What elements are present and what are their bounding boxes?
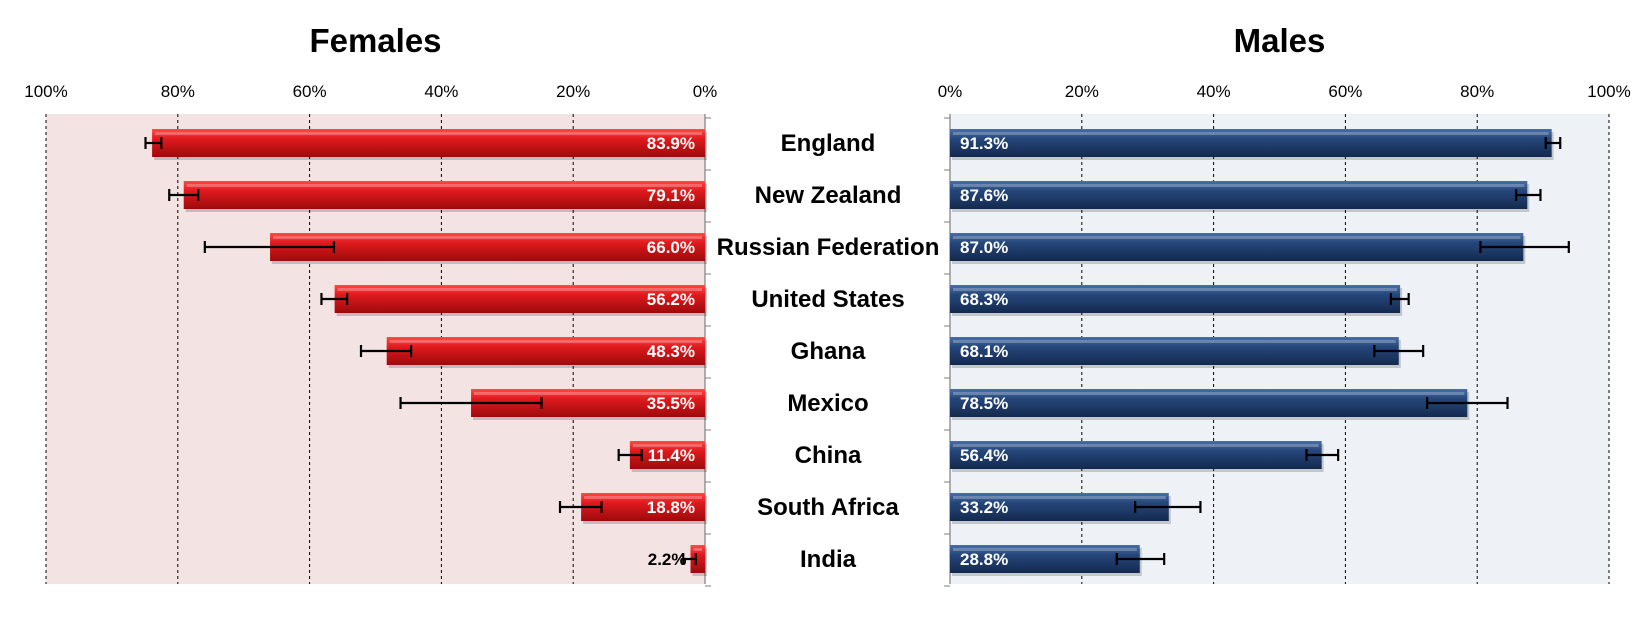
- females-title: Females: [309, 22, 441, 59]
- males-bar-highlight: [953, 392, 1465, 395]
- country-label: New Zealand: [755, 182, 902, 209]
- females-bar-highlight: [155, 132, 702, 135]
- males-value-label: 56.4%: [960, 446, 1008, 465]
- males-tick-label: 0%: [938, 82, 963, 101]
- females-bar-highlight: [273, 236, 702, 239]
- females-bar: [270, 233, 705, 261]
- females-value-label: 48.3%: [647, 342, 695, 361]
- country-label: China: [795, 442, 862, 469]
- males-value-label: 33.2%: [960, 498, 1008, 517]
- males-value-label: 28.8%: [960, 550, 1008, 569]
- males-value-label: 68.3%: [960, 290, 1008, 309]
- females-bar: [183, 181, 705, 209]
- males-bar-highlight: [953, 496, 1166, 499]
- males-value-label: 87.0%: [960, 238, 1008, 257]
- females-value-label: 35.5%: [647, 394, 695, 413]
- females-bar: [152, 129, 705, 157]
- males-bar-highlight: [953, 184, 1525, 187]
- females-tick-label: 80%: [161, 82, 195, 101]
- females-bar-highlight: [337, 288, 702, 291]
- country-label: South Africa: [757, 494, 899, 521]
- males-value-label: 68.1%: [960, 342, 1008, 361]
- females-tick-label: 0%: [693, 82, 718, 101]
- females-bar: [690, 545, 705, 573]
- females-tick-label: 20%: [556, 82, 590, 101]
- females-bar: [386, 337, 705, 365]
- males-bar: [950, 129, 1552, 157]
- males-title: Males: [1234, 22, 1326, 59]
- males-bar: [950, 493, 1169, 521]
- males-bar: [950, 545, 1140, 573]
- country-label: India: [800, 546, 857, 573]
- country-label: Ghana: [791, 338, 866, 365]
- females-value-label: 2.2%: [648, 550, 687, 569]
- males-value-label: 87.6%: [960, 186, 1008, 205]
- country-label: Russian Federation: [717, 234, 940, 261]
- females-bar: [334, 285, 705, 313]
- males-tick-label: 40%: [1197, 82, 1231, 101]
- males-bar: [950, 285, 1401, 313]
- females-bar-highlight: [186, 184, 702, 187]
- females-value-label: 18.8%: [647, 498, 695, 517]
- females-bar-highlight: [693, 548, 702, 551]
- males-bar: [950, 337, 1399, 365]
- females-value-label: 66.0%: [647, 238, 695, 257]
- males-tick-label: 80%: [1460, 82, 1494, 101]
- males-bar-highlight: [953, 548, 1137, 551]
- males-value-label: 78.5%: [960, 394, 1008, 413]
- males-bar-highlight: [953, 236, 1521, 239]
- males-tick-label: 60%: [1328, 82, 1362, 101]
- country-label: England: [781, 130, 876, 157]
- females-tick-label: 60%: [293, 82, 327, 101]
- females-value-label: 83.9%: [647, 134, 695, 153]
- females-value-label: 11.4%: [648, 446, 695, 465]
- males-bar: [950, 181, 1528, 209]
- females-bar-highlight: [632, 444, 702, 447]
- males-bar-highlight: [953, 444, 1319, 447]
- females-value-label: 79.1%: [647, 186, 695, 205]
- country-label: Mexico: [787, 390, 868, 417]
- males-bar-highlight: [953, 132, 1549, 135]
- males-bar: [950, 233, 1524, 261]
- males-tick-label: 100%: [1587, 82, 1630, 101]
- females-bar-highlight: [474, 392, 702, 395]
- females-tick-label: 40%: [424, 82, 458, 101]
- males-value-label: 91.3%: [960, 134, 1008, 153]
- males-bar: [950, 389, 1468, 417]
- males-bar-highlight: [953, 288, 1398, 291]
- females-bar-highlight: [389, 340, 702, 343]
- males-bar: [950, 441, 1322, 469]
- country-label: United States: [751, 286, 904, 313]
- females-tick-label: 100%: [24, 82, 67, 101]
- females-value-label: 56.2%: [647, 290, 695, 309]
- males-bar-highlight: [953, 340, 1396, 343]
- males-tick-label: 20%: [1065, 82, 1099, 101]
- females-bar-highlight: [584, 496, 702, 499]
